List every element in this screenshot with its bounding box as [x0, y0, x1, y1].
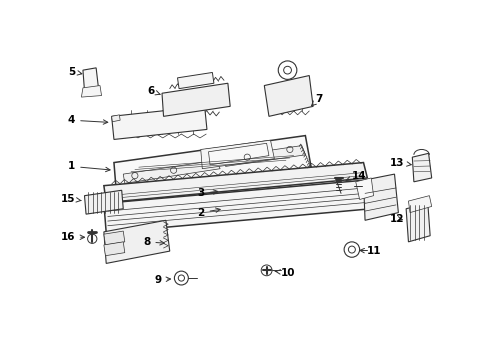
- Text: 14: 14: [346, 171, 367, 181]
- Text: 4: 4: [68, 115, 108, 125]
- Text: 8: 8: [143, 237, 164, 247]
- Polygon shape: [162, 83, 230, 116]
- Polygon shape: [406, 203, 430, 242]
- Polygon shape: [104, 180, 371, 233]
- Polygon shape: [84, 190, 123, 214]
- Polygon shape: [209, 143, 269, 165]
- Polygon shape: [409, 195, 432, 213]
- Polygon shape: [412, 153, 432, 182]
- Polygon shape: [224, 145, 305, 166]
- Polygon shape: [104, 163, 368, 203]
- Polygon shape: [104, 220, 170, 264]
- Polygon shape: [104, 231, 125, 245]
- Polygon shape: [201, 140, 274, 169]
- Text: 12: 12: [390, 214, 405, 224]
- Text: 3: 3: [197, 188, 218, 198]
- Text: 7: 7: [312, 94, 323, 105]
- Polygon shape: [83, 68, 98, 91]
- Polygon shape: [356, 178, 373, 199]
- Text: 9: 9: [155, 275, 171, 285]
- Polygon shape: [123, 160, 220, 183]
- Polygon shape: [264, 76, 313, 116]
- Text: 15: 15: [61, 194, 81, 204]
- Text: 2: 2: [197, 208, 220, 217]
- Polygon shape: [112, 106, 207, 139]
- Polygon shape: [112, 115, 120, 122]
- Text: 6: 6: [147, 86, 160, 96]
- Polygon shape: [81, 86, 101, 97]
- Text: 13: 13: [390, 158, 411, 167]
- Polygon shape: [114, 136, 313, 201]
- Text: 11: 11: [360, 246, 381, 256]
- Text: 16: 16: [61, 232, 84, 242]
- Text: 5: 5: [68, 67, 82, 77]
- Polygon shape: [104, 242, 125, 256]
- Text: 10: 10: [275, 267, 295, 278]
- Polygon shape: [177, 72, 214, 89]
- Polygon shape: [364, 174, 398, 220]
- Text: 1: 1: [68, 161, 110, 172]
